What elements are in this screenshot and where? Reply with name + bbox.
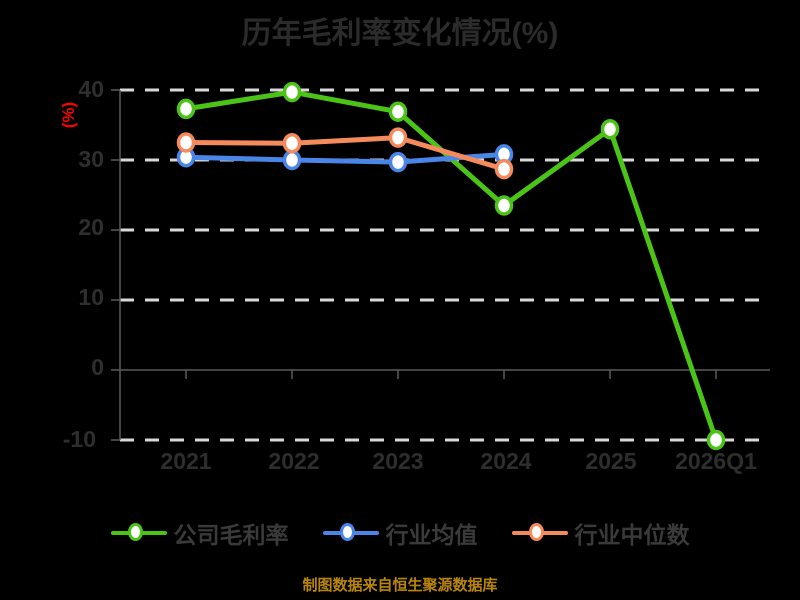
- legend-label-company: 公司毛利率: [173, 522, 289, 548]
- data-point-marker[interactable]: [176, 132, 196, 153]
- data-point-marker[interactable]: [600, 118, 620, 140]
- y-tick-label-20: 20: [78, 214, 104, 240]
- legend-item-company[interactable]: 公司毛利率: [110, 516, 289, 550]
- legend-label-industry-average: 行业均值: [385, 522, 478, 548]
- x-tick-label-2021: 2021: [160, 448, 212, 474]
- footer-note: 制图数据来自恒生聚源数据库: [302, 577, 498, 594]
- axis-lines: [111, 89, 770, 441]
- series-line-1: [183, 151, 507, 165]
- x-tick-label-2023: 2023: [372, 448, 424, 474]
- x-tick-label-2024: 2024: [480, 448, 532, 474]
- y-tick-label-10: 10: [78, 284, 104, 310]
- x-tick-label-2022: 2022: [268, 448, 320, 474]
- y-tick-label-0: 0: [91, 354, 104, 380]
- y-tick-label-neg10: -10: [62, 426, 96, 452]
- data-point-marker[interactable]: [388, 101, 408, 122]
- x-tick-label-2026q1: 2026Q1: [675, 448, 757, 474]
- legend-item-industry-median[interactable]: 行业中位数: [511, 516, 690, 550]
- legend-marker-blue-icon: [322, 522, 379, 544]
- data-point-marker[interactable]: [494, 158, 514, 180]
- data-point-marker[interactable]: [282, 81, 302, 103]
- data-point-marker[interactable]: [282, 132, 302, 154]
- legend-marker-green-icon: [110, 522, 167, 544]
- data-point-marker[interactable]: [494, 195, 514, 216]
- legend-marker-orange-icon: [511, 522, 568, 544]
- data-point-marker[interactable]: [388, 151, 408, 173]
- data-point-marker[interactable]: [706, 429, 726, 451]
- data-point-marker[interactable]: [388, 127, 408, 148]
- legend-label-industry-median: 行业中位数: [574, 522, 690, 548]
- x-tick-label-2025: 2025: [585, 448, 637, 474]
- data-point-marker[interactable]: [176, 98, 196, 120]
- y-tick-label-40: 40: [78, 76, 104, 102]
- legend-item-industry-average[interactable]: 行业均值: [322, 516, 478, 550]
- chart-legend: 公司毛利率 行业均值 行业中位数: [0, 516, 800, 550]
- y-tick-label-30: 30: [78, 146, 104, 172]
- series-layer: [176, 81, 726, 451]
- series-line-2: [183, 135, 507, 172]
- data-point-marker[interactable]: [282, 149, 302, 171]
- chart-title: 历年毛利率变化情况(%): [241, 17, 559, 50]
